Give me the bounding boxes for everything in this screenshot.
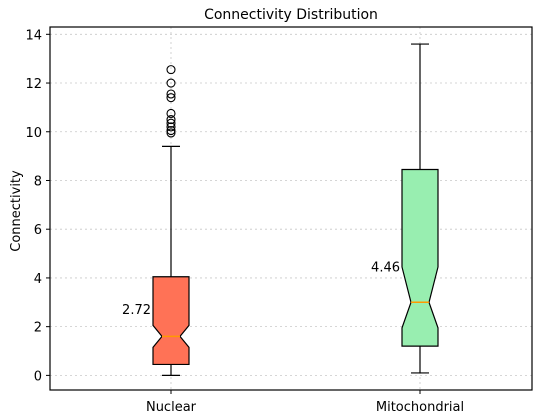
- y-axis-label: Connectivity: [9, 170, 24, 252]
- y-tick-label: 10: [25, 126, 42, 141]
- outlier-point: [166, 93, 176, 103]
- mean-annotation: 4.46: [371, 261, 400, 276]
- box-body: [152, 276, 190, 366]
- y-tick-label: 14: [25, 28, 42, 43]
- y-axis: 0 2 4 6 8 10 12 14: [25, 28, 50, 384]
- grid-layer: [50, 27, 532, 390]
- outlier-point: [166, 89, 176, 99]
- outlier-point: [166, 65, 176, 75]
- outlier-point: [166, 115, 176, 125]
- x-axis: Nuclear Mitochondrial: [146, 390, 464, 415]
- y-tick-label: 0: [34, 369, 42, 384]
- plot-frame: [49, 26, 533, 391]
- chart-title: Connectivity Distribution: [204, 7, 378, 23]
- boxes-layer: 2.72 4.46: [122, 43, 439, 376]
- y-tick-label: 8: [34, 174, 42, 189]
- outlier-point: [166, 108, 176, 119]
- outlier-point: [166, 125, 176, 136]
- outlier-point: [166, 78, 176, 88]
- box-body: [401, 168, 439, 347]
- mean-annotation: 2.72: [122, 303, 151, 318]
- outlier-point: [166, 118, 176, 128]
- outlier-point: [166, 122, 176, 132]
- x-tick-label: Nuclear: [146, 400, 197, 415]
- box-nuclear: 2.72: [122, 65, 190, 376]
- y-tick-label: 2: [34, 321, 42, 336]
- y-tick-label: 12: [25, 77, 42, 92]
- outlier-point: [166, 128, 176, 138]
- y-tick-label: 6: [34, 223, 42, 238]
- x-tick-label: Mitochondrial: [376, 400, 464, 415]
- y-tick-label: 4: [34, 272, 42, 287]
- box-mitochondrial: 4.46: [371, 43, 439, 374]
